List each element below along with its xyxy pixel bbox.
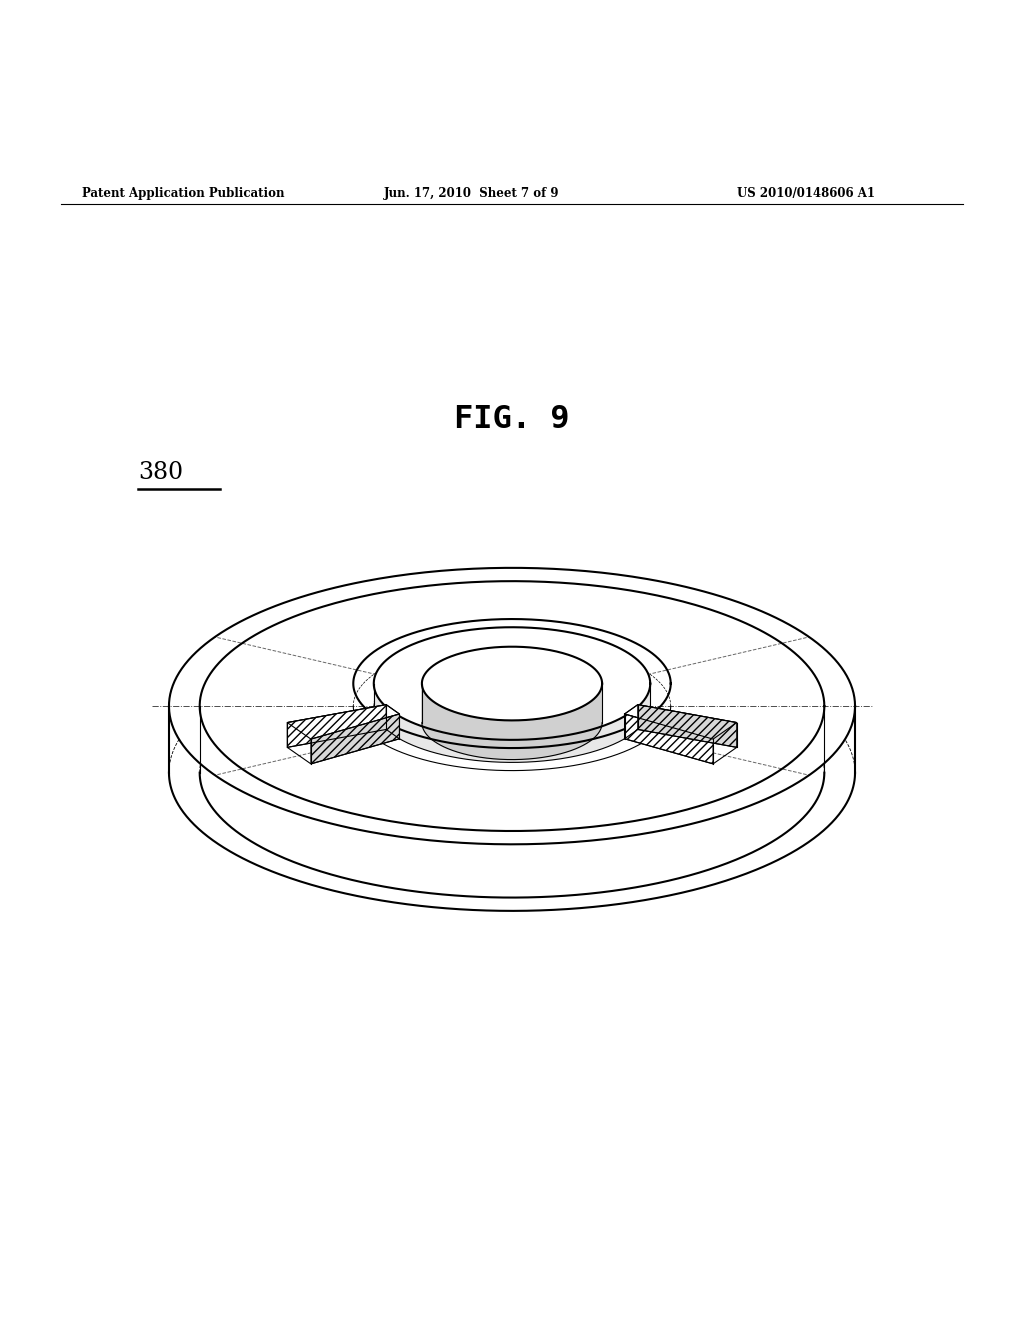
- Text: Jun. 17, 2010  Sheet 7 of 9: Jun. 17, 2010 Sheet 7 of 9: [384, 187, 559, 199]
- Polygon shape: [638, 705, 736, 747]
- Polygon shape: [169, 568, 855, 845]
- Text: Patent Application Publication: Patent Application Publication: [82, 187, 285, 199]
- Polygon shape: [169, 568, 855, 845]
- Polygon shape: [422, 684, 602, 759]
- Text: US 2010/0148606 A1: US 2010/0148606 A1: [737, 187, 876, 199]
- Polygon shape: [311, 714, 399, 764]
- Text: 380: 380: [138, 461, 183, 484]
- Polygon shape: [374, 627, 650, 741]
- Polygon shape: [422, 647, 602, 721]
- Polygon shape: [374, 684, 650, 763]
- Polygon shape: [288, 705, 386, 747]
- Text: FIG. 9: FIG. 9: [455, 404, 569, 434]
- Polygon shape: [288, 705, 399, 739]
- Polygon shape: [625, 705, 736, 739]
- Polygon shape: [169, 706, 855, 911]
- Polygon shape: [625, 714, 713, 764]
